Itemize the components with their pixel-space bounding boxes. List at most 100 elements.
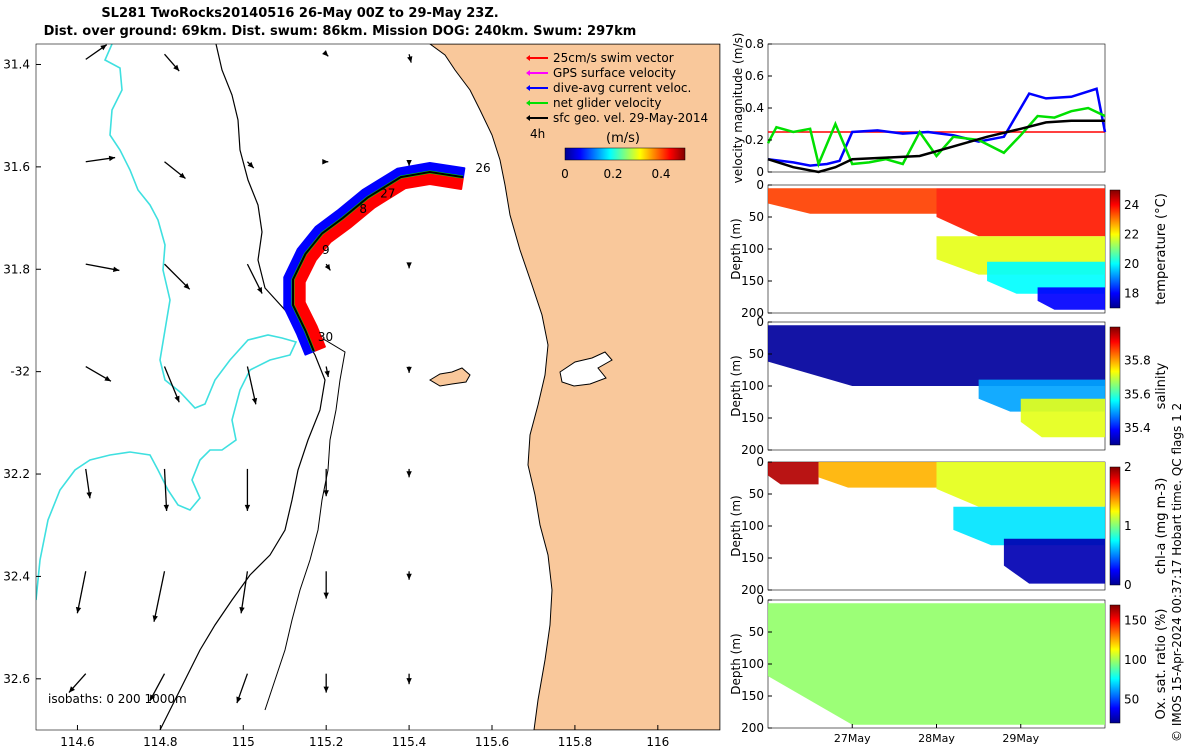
section-x-tick-label: 29May (1002, 732, 1039, 745)
map-y-ticks: 31.4 31.6 31.8 -32 32.2 32.4 32.6 (3, 57, 41, 686)
geo-vector-head (324, 370, 330, 378)
estuary (559, 351, 613, 387)
geo-vector-head (239, 606, 245, 614)
geo-vector-head (406, 262, 412, 269)
geo-vector-head (104, 375, 111, 382)
section-y-tick-label: 200 (741, 583, 764, 597)
chart-title-line1: SL281 TwoRocks20140516 26-May 00Z to 29-… (101, 6, 499, 21)
section-colorbar-tick: 1 (1124, 519, 1132, 533)
section-colorbar-tick: 18 (1124, 286, 1139, 300)
section-y-tick-label: 100 (741, 379, 764, 393)
section-colorbar-label: temperature (°C) (1154, 193, 1169, 305)
section-y-tick-label: 150 (741, 689, 764, 703)
geo-vector-head (75, 606, 82, 614)
glider-track: 26 27 8 9 30 (283, 161, 491, 356)
section-y-tick-label: 150 (741, 551, 764, 565)
section-y-tick-label: 50 (749, 347, 764, 361)
geo-vector-head (152, 615, 158, 622)
section-zone (1020, 398, 1105, 438)
geo-vector-head (68, 686, 75, 693)
velocity-series-net (766, 106, 1106, 168)
section-y-tick-label: 0 (756, 455, 764, 469)
geo-vector-head (323, 686, 329, 693)
section-colorbar (1109, 326, 1121, 446)
map-y-tick-label: 32.2 (3, 467, 30, 481)
section-colorbar-tick: 22 (1124, 227, 1139, 241)
map-colorbar-tick: 0.4 (651, 167, 670, 181)
geo-vector-head (163, 504, 170, 511)
velocity-ylabel: velocity magnitude (m/s) (731, 33, 745, 184)
section-x-tick-label: 28May (918, 732, 955, 745)
geo-vector-shaft (246, 366, 257, 405)
section-y-tick-label: 150 (741, 274, 764, 288)
velocity-y-tick-label: 0 (756, 165, 764, 179)
section-panel-1: 0 50 100 150 200 Depth (m) 35.8 35.6 35.4salinit… (729, 315, 1169, 457)
geo-vector-head (257, 286, 263, 294)
section-y-tick-label: 100 (741, 657, 764, 671)
map-frame (35, 43, 721, 731)
legend-note: 4h (530, 127, 545, 141)
geo-vector-head (406, 573, 412, 580)
geo-vector-head (236, 696, 242, 704)
map-colorbar-title: (m/s) (606, 131, 640, 146)
isobath-0m (264, 329, 346, 711)
day-label: 26 (475, 161, 490, 175)
section-x-tick-label: 27May (834, 732, 871, 745)
section-ylabel: Depth (m) (729, 633, 743, 694)
section-panel-2: 0 50 100 150 200 Depth (m) 2 1 0 chl-a (mg m-3) (729, 455, 1169, 597)
map-x-tick-label: 114.6 (60, 735, 94, 749)
section-zone (768, 188, 937, 214)
geo-vector-field (68, 44, 413, 704)
section-colorbar-tick: 2 (1124, 460, 1132, 474)
map-colorbar (564, 147, 686, 161)
map-y-tick-label: -32 (10, 365, 30, 379)
section-colorbar-tick: 35.4 (1124, 421, 1151, 435)
day-label: 27 (380, 187, 395, 201)
velocity-series-geo (767, 119, 1105, 174)
velocity-y-tick-label: 0.4 (745, 101, 764, 115)
legend-arrowhead (526, 100, 530, 106)
glider-track-line (292, 170, 464, 352)
legend-arrowhead (526, 115, 530, 121)
geo-vector-head (86, 491, 92, 499)
velocity-y-tick-label: 0.2 (745, 133, 764, 147)
map-x-tick-label: 115.4 (392, 735, 426, 749)
legend-arrowhead (526, 70, 530, 76)
section-y-tick-label: 100 (741, 519, 764, 533)
section-zone (936, 188, 1105, 237)
section-colorbar-tick: 150 (1124, 614, 1147, 628)
geo-vector-head (108, 155, 116, 162)
geo-vector-head (324, 263, 331, 271)
geo-vector-head (100, 44, 107, 51)
section-colorbar-tick: 35.6 (1124, 387, 1151, 401)
section-zone (1003, 538, 1105, 584)
section-colorbar-tick: 0 (1124, 578, 1132, 592)
section-zone (818, 462, 937, 488)
legend-label: 25cm/s swim vector (553, 51, 674, 65)
geo-vector-head (112, 266, 120, 272)
geo-vector-head (149, 694, 156, 701)
legend-label: net glider velocity (553, 96, 661, 110)
map-plot-area: 26 27 8 9 30 (36, 44, 720, 730)
geo-vector-head (406, 366, 412, 373)
geo-vector-shaft (153, 571, 166, 622)
section-colorbar-tick: 20 (1124, 257, 1139, 271)
legend-arrowhead (526, 55, 530, 61)
section-colorbar (1109, 466, 1121, 586)
map-colorbar-tick: 0 (561, 167, 569, 181)
map-y-tick-label: 32.4 (3, 569, 30, 583)
geo-vector-head (247, 161, 254, 169)
day-label: 8 (359, 202, 367, 216)
isobath-label: isobaths: 0 200 1000m (48, 692, 187, 706)
map-panel: 26 27 8 9 30 114.6 114.8 115 115.2 115.4 115.6 115… (3, 43, 721, 749)
land (429, 44, 720, 730)
section-zone (768, 325, 1105, 386)
map-x-tick-label: 115.8 (558, 735, 592, 749)
velocity-y-tick-label: 0.8 (745, 37, 764, 51)
map-x-tick-label: 115.2 (309, 735, 343, 749)
section-colorbar-label: Ox. sat. ratio (%) (1154, 609, 1169, 720)
section-colorbar-tick: 50 (1124, 692, 1139, 706)
velocity-frame (767, 43, 1106, 173)
